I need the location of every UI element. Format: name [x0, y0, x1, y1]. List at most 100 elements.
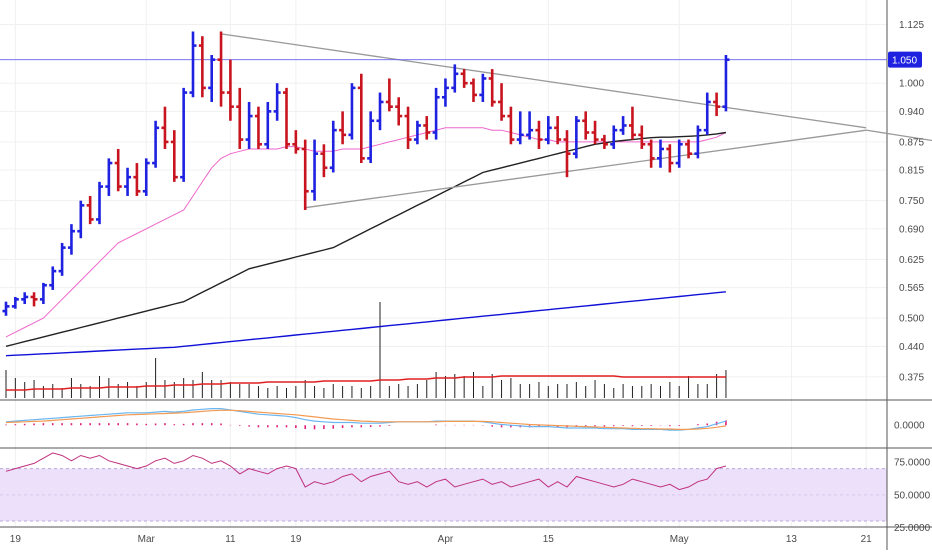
ohlc-bar: [376, 92, 384, 131]
ohlc-bar: [713, 92, 721, 117]
ohlc-bar: [67, 224, 75, 255]
ohlc-bar: [666, 144, 674, 173]
ohlc-bar: [292, 130, 300, 154]
ohlc-bar: [507, 106, 515, 145]
last-price-label: 1.050: [892, 56, 917, 67]
ohlc-bar: [385, 78, 393, 112]
ohlc-bar: [264, 101, 272, 149]
rsi-axis-label: 25.0000: [894, 523, 931, 534]
time-axis-label: Mar: [138, 534, 156, 545]
ohlc-bar: [170, 130, 178, 182]
ohlc-bar: [348, 83, 356, 140]
ohlc-bar: [582, 111, 590, 140]
price-axis-label: 0.690: [899, 224, 924, 235]
ohlc-bar: [722, 54, 730, 112]
ohlc-bar: [441, 78, 449, 107]
ohlc-bar: [685, 139, 693, 159]
time-axis-label: 19: [10, 534, 22, 545]
ohlc-bar: [39, 282, 47, 305]
ohlc-bar: [254, 106, 262, 149]
ohlc-bar: [451, 64, 459, 93]
ohlc-bar: [329, 120, 337, 173]
moving-average-line-1: [5, 127, 727, 338]
ohlc-bar: [320, 144, 328, 178]
ohlc-bar: [404, 106, 412, 149]
price-axis-label: 0.375: [899, 372, 924, 383]
volume-ma-line: [6, 375, 726, 391]
ohlc-bar: [572, 116, 580, 159]
rsi-line: [5, 452, 727, 491]
ohlc-bar: [657, 139, 664, 168]
ohlc-bar: [675, 139, 683, 168]
time-axis-label: May: [670, 534, 689, 545]
ohlc-bar: [619, 116, 627, 135]
ohlc-bar: [479, 73, 487, 102]
ohlc-bar: [217, 31, 225, 107]
ohlc-bar: [488, 69, 496, 107]
last-price-tag-bg: [888, 51, 922, 68]
ohlc-bar: [535, 120, 543, 149]
ohlc-bar: [591, 120, 599, 145]
ohlc-bar: [208, 54, 216, 102]
macd-axis-label: 0.0000: [894, 421, 925, 432]
ohlc-bar: [600, 134, 608, 149]
ohlc-bar: [470, 78, 477, 102]
price-axis-label: 0.940: [899, 107, 924, 118]
ohlc-bar: [105, 158, 113, 196]
time-axis-label: 21: [861, 534, 873, 545]
ohlc-bar: [124, 167, 132, 196]
price-axis-label: 0.565: [899, 283, 924, 294]
ohlc-bar: [30, 292, 38, 307]
macd-line-2: [5, 409, 726, 430]
ohlc-bar: [703, 92, 711, 135]
ohlc-bar: [21, 292, 29, 305]
ohlc-bar: [49, 266, 57, 290]
ohlc-bar: [526, 111, 534, 140]
price-axis-label: 0.750: [899, 196, 924, 207]
ohlc-bar: [694, 125, 702, 159]
ohlc-bar: [114, 148, 122, 192]
trendline: [220, 33, 867, 129]
time-axis-label: 11: [225, 534, 236, 545]
ohlc-bar: [2, 301, 10, 316]
rsi-axis-label: 50.0000: [894, 490, 931, 501]
ohlc-bar: [628, 106, 636, 140]
ohlc-bar: [189, 31, 197, 98]
ohlc-bar: [554, 116, 562, 145]
price-axis-label: 1.125: [899, 20, 924, 31]
price-axis-label: 0.815: [899, 166, 924, 177]
ohlc-bar: [516, 111, 524, 145]
ohlc-bar: [638, 125, 646, 149]
last-price-tag: 1.050: [888, 51, 922, 68]
price-axis-label: 1.000: [899, 79, 924, 90]
macd-line-1: [5, 408, 727, 431]
ohlc-bar: [413, 120, 421, 145]
ohlc-bar: [395, 97, 403, 126]
ohlc-bar: [357, 73, 365, 164]
ohlc-bar: [86, 195, 94, 225]
trendline: [305, 129, 867, 209]
time-axis-label: 13: [786, 534, 798, 545]
ohlc-bar: [563, 130, 571, 178]
ohlc-bar: [245, 101, 253, 149]
moving-average-line-3: [5, 291, 726, 357]
ohlc-bar: [339, 111, 347, 145]
ohlc-bar: [77, 200, 85, 239]
price-axis-label: 0.875: [899, 137, 924, 148]
ohlc-bar: [180, 87, 188, 182]
ohlc-bar: [152, 120, 160, 168]
rsi-axis-label: 75.0000: [894, 458, 931, 469]
ohlc-bar: [544, 116, 552, 145]
price-axis-label: 0.625: [899, 255, 924, 266]
moving-average-line-2: [5, 131, 727, 347]
ohlc-bar: [647, 139, 655, 168]
ohlc-bar: [133, 163, 141, 196]
ohlc-bar: [226, 59, 234, 121]
trendline: [866, 129, 932, 142]
ohlc-bar: [11, 296, 19, 309]
ohlc-bar: [498, 83, 506, 121]
ohlc-bar: [311, 139, 319, 201]
price-axis-label: 0.500: [899, 314, 924, 325]
